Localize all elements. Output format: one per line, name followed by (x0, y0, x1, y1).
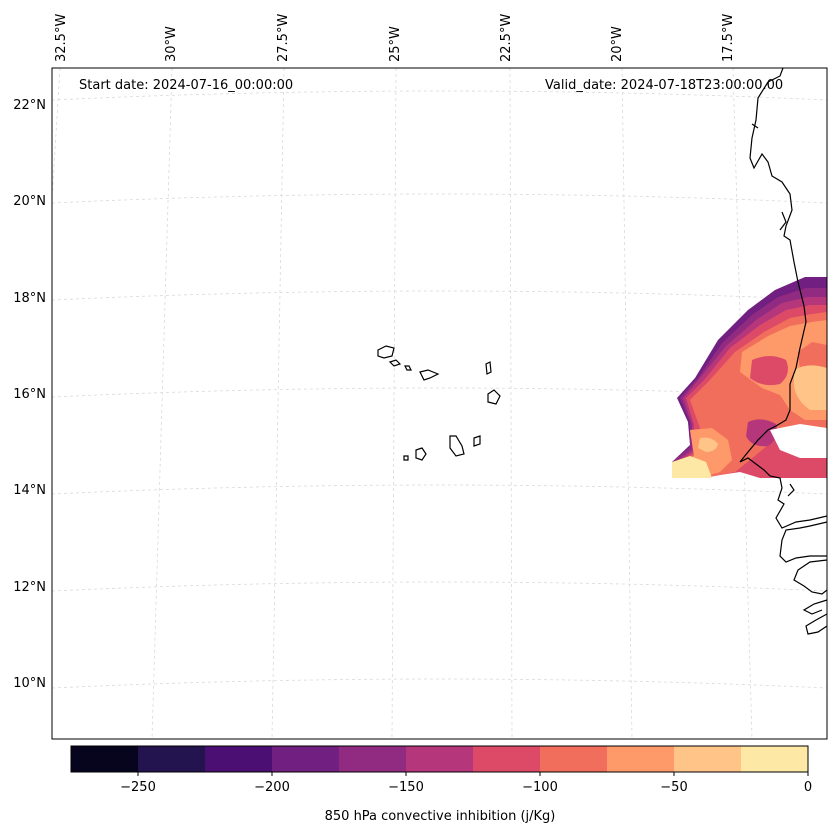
valid-date-label: Valid_date: 2024-07-18T23:00:00.00 (545, 78, 784, 93)
colorbar-segment (205, 746, 273, 772)
colorbar-segment (674, 746, 742, 772)
colorbar-segment (138, 746, 206, 772)
colorbar-segment (71, 746, 139, 772)
lon-label-30w: 30°W (164, 26, 179, 62)
colorbar-tick-label: −250 (120, 780, 156, 795)
colorbar-segment (741, 746, 809, 772)
cin-contour-level-125-interior (746, 419, 777, 447)
start-date-label: Start date: 2024-07-16_00:00:00 (79, 78, 294, 93)
cin-contour-level-25-south (698, 437, 718, 452)
island-fogo (415, 447, 427, 461)
lon-label-27-5w: 27.5°W (276, 13, 291, 62)
cin-no-data-gap (770, 424, 827, 458)
lat-label-20n: 20°N (13, 194, 46, 209)
lat-label-10n: 10°N (13, 676, 46, 691)
colorbar-tick-label: −150 (388, 780, 424, 795)
island-sal (485, 361, 492, 375)
lon-label-22-5w: 22.5°W (499, 13, 514, 62)
colorbar-segment (272, 746, 340, 772)
lon-label-17-5w: 17.5°W (721, 13, 736, 62)
cin-contour-level-100-interior (750, 356, 788, 386)
colorbar-frame (70, 745, 809, 773)
colorbar (70, 745, 809, 776)
colorbar-segment (473, 746, 541, 772)
island-boa-vista (487, 389, 501, 405)
lon-label-25w: 25°W (388, 26, 403, 62)
cin-contours (672, 277, 827, 478)
map-frame (51, 67, 828, 740)
island-santiago (449, 435, 465, 457)
lat-label-12n: 12°N (13, 580, 46, 595)
colorbar-tick-label: −200 (254, 780, 290, 795)
island-maio (473, 435, 481, 447)
lat-label-16n: 16°N (13, 387, 46, 402)
lon-label-32-5w: 32.5°W (54, 13, 69, 62)
island-sao-vicente (388, 359, 402, 367)
colorbar-tick-label: −100 (522, 780, 558, 795)
colorbar-segment (607, 746, 675, 772)
colorbar-segment (339, 746, 407, 772)
island-brava (403, 455, 409, 461)
colorbar-segment (540, 746, 608, 772)
lat-label-18n: 18°N (13, 291, 46, 306)
lon-label-20w: 20°W (610, 26, 625, 62)
lat-label-22n: 22°N (13, 98, 46, 113)
colorbar-tick-label: −50 (660, 780, 688, 795)
colorbar-label: 850 hPa convective inhibition (j/Kg) (324, 809, 556, 824)
colorbar-segment (406, 746, 474, 772)
island-santa-luzia (404, 365, 412, 371)
cin-contour-level-0 (672, 456, 712, 478)
island-santo-antao (377, 345, 395, 359)
lat-label-14n: 14°N (13, 483, 46, 498)
colorbar-tick-label: 0 (803, 780, 813, 795)
graticule (51, 67, 828, 740)
coastlines (377, 67, 828, 635)
cin-contour-level-25 (794, 365, 827, 410)
island-sao-nicolau (419, 369, 440, 381)
